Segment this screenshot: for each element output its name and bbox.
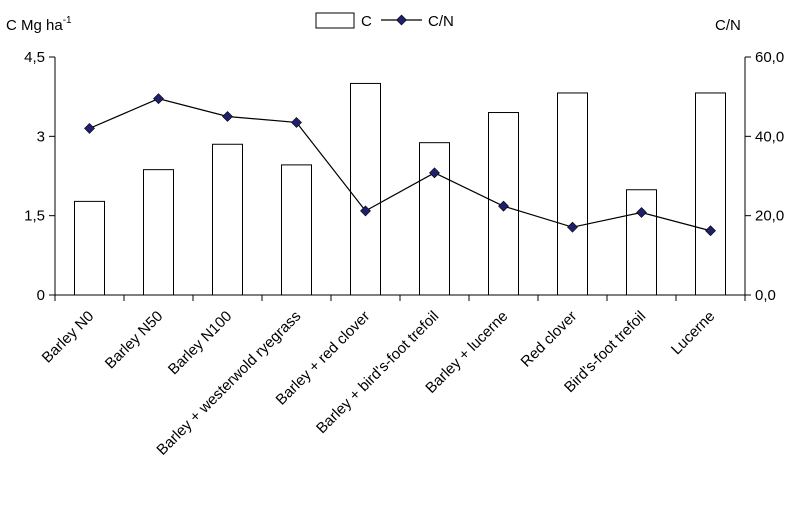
point-cn	[429, 167, 440, 179]
left-tick-label: 1,5	[24, 208, 45, 225]
line-cn	[89, 98, 711, 232]
right-axis-title: C/N	[715, 17, 741, 34]
category-label: Barley N0	[39, 308, 98, 367]
legend: C C/N	[315, 12, 454, 30]
point-cn	[705, 225, 716, 237]
right-tick-label: 40,0	[755, 128, 784, 145]
right-tick-label: 0,0	[755, 287, 776, 304]
point-cn	[153, 93, 164, 105]
legend-marker-cn	[396, 14, 407, 26]
point-cn	[291, 117, 302, 128]
bar-c	[626, 189, 657, 296]
point-cn	[636, 207, 647, 218]
bar-c	[143, 169, 174, 296]
left-tick-label: 4,5	[24, 49, 45, 66]
svg-text:C Mg ha-1: C Mg ha-1	[6, 15, 72, 34]
bar-c	[557, 92, 588, 296]
point-cn	[222, 111, 233, 122]
bar-c	[350, 82, 381, 296]
point-cn	[567, 221, 578, 233]
left-tick-label: 3	[37, 128, 45, 145]
point-cn	[360, 205, 371, 217]
bar-c	[695, 92, 726, 296]
point-cn	[498, 200, 509, 212]
legend-label-cn: C/N	[428, 13, 454, 30]
right-tick-label: 60,0	[755, 49, 784, 66]
category-label: Red clover	[518, 308, 581, 371]
category-label: Barley N50	[102, 308, 166, 372]
legend-label-c: C	[361, 13, 372, 30]
bar-c	[212, 143, 243, 296]
legend-swatch-c	[315, 12, 355, 29]
category-label: Lucerne	[668, 308, 718, 358]
category-label: Barley N100	[165, 308, 235, 378]
left-tick-label: 0	[37, 287, 45, 304]
point-cn	[84, 122, 95, 134]
category-label: Barley + westerwold ryegrass	[153, 308, 304, 459]
left-axis-title: C Mg ha-1	[6, 15, 72, 34]
category-label: Barley + bird's-foot trefoil	[313, 308, 442, 437]
right-tick-label: 20,0	[755, 208, 784, 225]
bar-c	[419, 142, 450, 296]
bar-c	[74, 200, 105, 296]
bar-c	[281, 164, 312, 296]
